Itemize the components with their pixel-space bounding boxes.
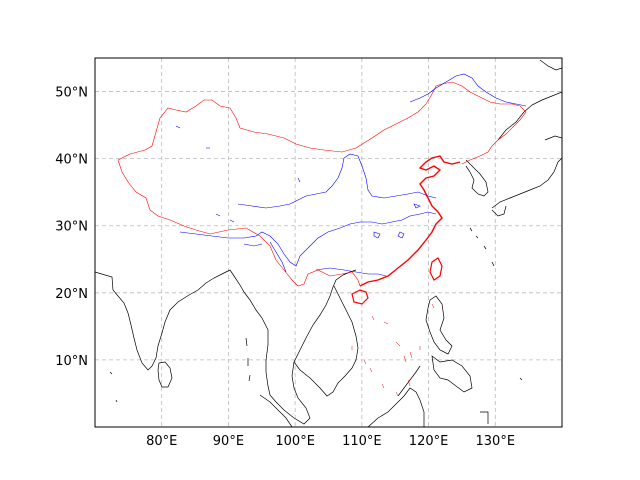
- lon-tick-label: 130°E: [476, 434, 516, 449]
- lat-tick-label: 40°N: [55, 153, 88, 168]
- lon-tick-label: 120°E: [409, 434, 449, 449]
- hainan-island: [351, 289, 369, 305]
- latitude-ticks: 10°N 20°N 30°N 40°N 50°N: [55, 86, 88, 369]
- yellow-river: [237, 153, 437, 209]
- pearl-river: [315, 267, 387, 277]
- lakes-east: [297, 177, 421, 239]
- mekong-coast: [293, 285, 359, 397]
- china-border-layer: [117, 81, 527, 397]
- yangtze-river: [179, 211, 437, 267]
- lon-tick-label: 90°E: [213, 434, 244, 449]
- palawan: [397, 365, 421, 397]
- lon-tick-label: 100°E: [275, 434, 315, 449]
- longitude-ticks: 80°E 90°E 100°E 110°E 120°E 130°E: [146, 434, 515, 449]
- sumatra-tip: [259, 394, 293, 427]
- china-land-border: [117, 81, 527, 287]
- india-coastline: [95, 269, 231, 371]
- rivers-layer: [175, 73, 527, 277]
- lat-tick-label: 30°N: [55, 220, 88, 235]
- coastline-layer: [95, 59, 562, 427]
- myanmar-coastline: [229, 269, 271, 396]
- hainan-vicinity: [342, 269, 357, 276]
- gridlines: [95, 58, 562, 427]
- nine-dash-line: [351, 303, 435, 397]
- upper-rivers: [243, 241, 287, 273]
- lat-tick-label: 20°N: [55, 287, 88, 302]
- china-coastline: [359, 155, 461, 287]
- axes-frame: [94, 57, 563, 428]
- pacific-islands: [480, 377, 523, 424]
- korea-coastline: [465, 159, 489, 197]
- philippines-luzon: [425, 295, 453, 355]
- ryukyu: [469, 227, 495, 267]
- small-islands-west: [109, 371, 118, 403]
- russia-coast: [497, 91, 562, 141]
- lon-tick-label: 110°E: [342, 434, 382, 449]
- taiwan-island: [429, 257, 443, 281]
- sri-lanka-coastline: [157, 361, 173, 388]
- borneo-coast: [367, 387, 425, 427]
- lat-tick-label: 50°N: [55, 86, 88, 101]
- japan-honshu: [491, 157, 562, 209]
- andaman-islands: [245, 337, 251, 382]
- lon-tick-label: 80°E: [146, 434, 177, 449]
- japan-hokkaido: [544, 135, 562, 141]
- amur-river: [409, 73, 527, 107]
- tarim-fragment: [175, 125, 235, 223]
- lat-tick-label: 10°N: [55, 354, 88, 369]
- japan-kyushu: [491, 205, 507, 217]
- philippines-south: [431, 355, 473, 393]
- indochina-coastline: [269, 274, 344, 425]
- sakhalin: [539, 59, 562, 71]
